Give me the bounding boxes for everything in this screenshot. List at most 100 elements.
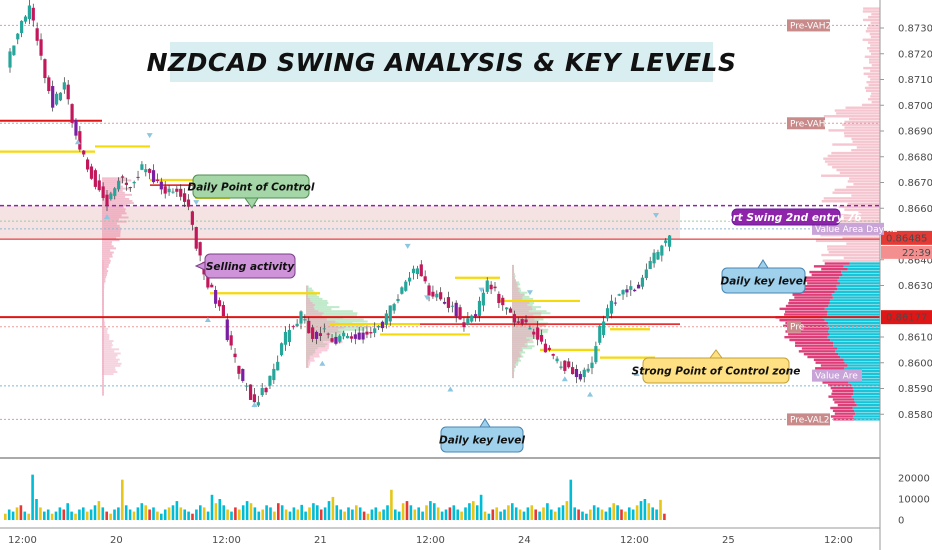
volume-bar [366, 513, 370, 520]
profile-bar [306, 314, 358, 317]
candle-body [210, 284, 214, 288]
candle-body [415, 268, 419, 275]
candle-body [120, 176, 125, 178]
level-tag-text-pre_vah2: Pre-VAH2 [790, 21, 831, 31]
profile-bar [102, 247, 117, 250]
profile-down-bar [789, 338, 831, 342]
candle-body [167, 188, 171, 193]
candle-body [43, 59, 47, 79]
candle-body [400, 287, 404, 294]
profile-bar [512, 289, 519, 292]
candle-body [528, 328, 532, 330]
profile-up-bar [839, 282, 880, 285]
time-tick-label: 12:00 [620, 535, 649, 546]
candle-body [175, 188, 179, 192]
profile-bar [102, 253, 113, 256]
volume-bar [152, 507, 155, 520]
profile-bar [512, 372, 514, 375]
candle-body [299, 311, 303, 324]
volume-bar [608, 507, 612, 520]
profile-bar [102, 370, 118, 373]
callout-text-daily_poc: Daily Point of Control [188, 182, 315, 194]
level-tag-text-value_area_short: Value Are [815, 372, 858, 382]
volume-bar [85, 511, 89, 520]
fractal-marker [251, 401, 258, 407]
volume-bar [374, 507, 378, 520]
volume-bar [499, 511, 502, 520]
profile-bar [102, 379, 104, 382]
time-tick-label: 20 [110, 535, 123, 546]
profile-down-bar [807, 355, 841, 359]
volume-bar [195, 509, 198, 520]
profile-bar [102, 245, 114, 248]
volume-bar [171, 505, 175, 520]
fractal-marker [74, 139, 81, 145]
profile-up-bar [829, 301, 880, 305]
profile-up-bar [842, 273, 880, 277]
profile-up-bar [838, 352, 880, 356]
candle-body [221, 305, 225, 317]
profile-bar [102, 276, 104, 279]
volume-bar [433, 503, 436, 520]
volume-bar [214, 503, 218, 520]
volume-bar [74, 513, 77, 520]
profile-bar [512, 347, 522, 350]
profile-bar [102, 356, 116, 359]
profile-bar-upper [845, 106, 880, 109]
profile-bar [512, 341, 528, 344]
candle-body [113, 188, 117, 196]
profile-bar [102, 290, 104, 293]
volume-bar [238, 509, 241, 520]
profile-bar [102, 259, 104, 262]
profile-up-bar [851, 395, 880, 398]
profile-bar [102, 323, 105, 326]
volume-bar [569, 479, 573, 520]
candle-body [82, 150, 86, 155]
profile-bar-upper [870, 52, 880, 56]
profile-bar [102, 276, 107, 279]
volume-bar [234, 507, 237, 520]
profile-bar-upper [834, 109, 880, 112]
candle-body [357, 332, 361, 340]
candle-body [532, 331, 536, 335]
volume-bar [7, 509, 11, 520]
volume-bar [483, 511, 487, 520]
candle-body [245, 385, 249, 387]
profile-bar [512, 297, 523, 300]
profile-bar [306, 310, 319, 313]
profile-bar-upper [815, 239, 880, 243]
chart-title: NZDCAD SWING ANALYSIS & KEY LEVELS [146, 47, 737, 77]
profile-up-bar [840, 355, 880, 359]
volume-bar [382, 509, 385, 520]
candle-body [140, 164, 144, 170]
candle-body [609, 300, 613, 314]
profile-bar-upper [847, 202, 880, 206]
candle-body [295, 323, 299, 327]
candle-body [625, 289, 629, 293]
profile-bar [102, 265, 109, 268]
profile-bar [102, 263, 109, 266]
candle-body [361, 332, 365, 340]
profile-bar [102, 335, 110, 338]
profile-bar-upper [823, 157, 880, 160]
candle-body [664, 240, 668, 243]
volume-bar [628, 507, 631, 520]
candle-body [458, 307, 462, 320]
profile-bar [512, 345, 528, 348]
candle-body [617, 294, 621, 296]
profile-bar [306, 341, 343, 344]
profile-down-bar [821, 267, 848, 271]
volume-bar [31, 474, 34, 520]
volume-bar [296, 509, 300, 520]
profile-bar-upper [870, 44, 880, 47]
profile-bar-upper [864, 86, 880, 90]
volume-bar [448, 507, 452, 520]
profile-bar [512, 277, 515, 280]
profile-bar-upper [832, 166, 880, 169]
callout-pointer-daily_poc [244, 197, 259, 209]
